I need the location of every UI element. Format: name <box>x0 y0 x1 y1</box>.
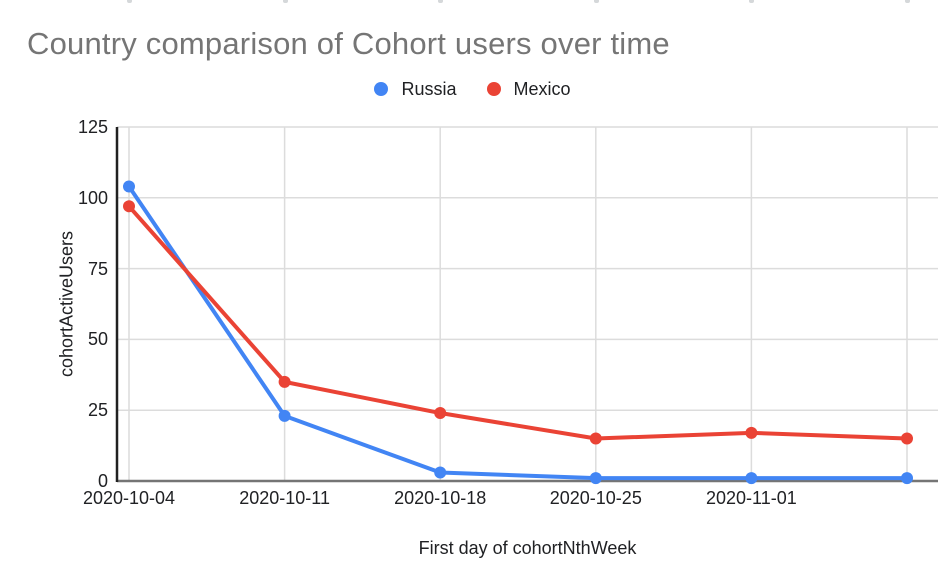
cropped-gridline-artifact <box>749 0 755 3</box>
y-tick-label-125: 125 <box>77 117 108 137</box>
x-tick-label-2020-10-04: 2020-10-04 <box>82 488 176 508</box>
y-tick-label-75: 75 <box>87 258 108 279</box>
data-point-mexico-1[interactable] <box>278 375 291 388</box>
y-tick-label-0: 0 <box>97 471 108 491</box>
legend-dot-russia <box>374 82 389 96</box>
data-point-russia-0[interactable] <box>123 180 135 193</box>
y-axis-title: cohortActiveUsers <box>56 230 77 378</box>
x-tick-label-2020-10-11: 2020-10-11 <box>239 488 330 508</box>
x-tick-label-2020-10-25: 2020-10-25 <box>549 488 642 508</box>
cropped-gridline-artifact <box>282 0 288 3</box>
data-point-russia-3[interactable] <box>589 472 602 485</box>
legend-item-mexico: Mexico <box>486 78 571 100</box>
data-point-russia-1[interactable] <box>278 409 291 422</box>
legend-label-russia: Russia <box>401 78 457 99</box>
y-tick-label-25: 25 <box>87 400 108 421</box>
legend-item-russia: Russia <box>374 78 457 100</box>
cropped-gridline-artifact <box>438 0 444 3</box>
data-point-russia-2[interactable] <box>434 466 447 479</box>
mexico-series-line <box>127 204 909 441</box>
chart-title: Country comparison of Cohort users over … <box>27 26 670 61</box>
x-tick-label-2020-11-01: 2020-11-01 <box>706 488 797 508</box>
legend-label-mexico: Mexico <box>513 78 571 99</box>
data-point-mexico-0[interactable] <box>123 200 135 213</box>
data-point-mexico-5[interactable] <box>901 432 913 445</box>
x-tick-label-2020-10-18: 2020-10-18 <box>394 488 487 508</box>
y-tick-label-50: 50 <box>87 329 108 350</box>
legend: Russia Mexico <box>0 77 945 101</box>
y-tick-label-100: 100 <box>77 187 108 208</box>
cropped-gridline-artifact <box>593 0 599 3</box>
cropped-gridline-artifact <box>127 0 132 3</box>
data-point-russia-5[interactable] <box>901 472 913 485</box>
data-point-mexico-4[interactable] <box>745 426 758 439</box>
data-point-russia-4[interactable] <box>745 472 758 485</box>
data-point-mexico-3[interactable] <box>589 432 602 445</box>
cropped-gridline-artifact <box>905 0 910 3</box>
legend-dot-mexico <box>486 82 501 96</box>
data-point-mexico-2[interactable] <box>434 407 447 420</box>
x-axis-title: First day of cohortNthWeek <box>418 538 637 558</box>
russia-series-line <box>127 184 909 481</box>
